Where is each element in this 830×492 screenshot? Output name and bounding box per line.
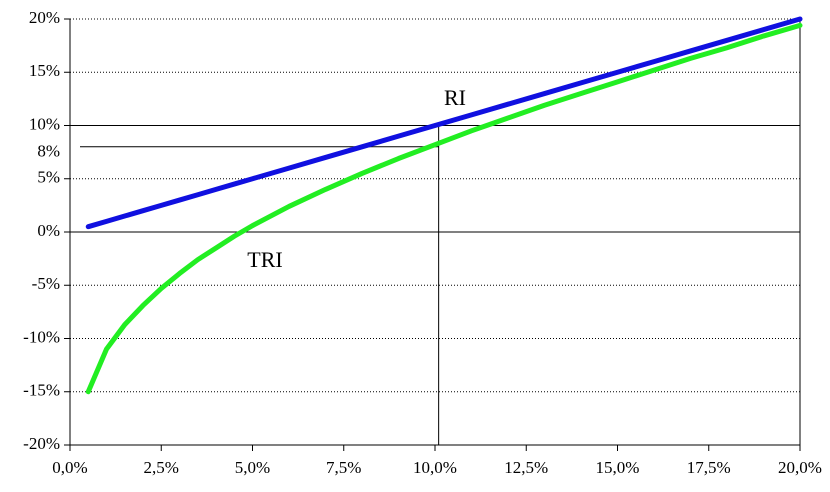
reference-label: 8%	[37, 142, 60, 161]
x-tick-label: 10,0%	[413, 458, 457, 477]
y-tick-label: 0%	[37, 221, 60, 240]
line-series	[85, 16, 803, 230]
y-tick-label: 15%	[29, 61, 60, 80]
series-label: RI	[444, 85, 466, 110]
y-tick-label: -5%	[32, 274, 60, 293]
x-tick-label: 0,0%	[52, 458, 87, 477]
x-tick-label: 2,5%	[144, 458, 179, 477]
x-tick-label: 15,0%	[596, 458, 640, 477]
x-tick-label: 17,5%	[687, 458, 731, 477]
y-tick-label: -20%	[23, 434, 60, 453]
x-tick-label: 7,5%	[326, 458, 361, 477]
x-tick-label: 20,0%	[778, 458, 822, 477]
y-tick-label: 20%	[29, 8, 60, 27]
x-tick-label: 12,5%	[504, 458, 548, 477]
y-tick-label: 10%	[29, 114, 60, 133]
series-label: TRI	[247, 247, 282, 272]
x-tick-label: 5,0%	[235, 458, 270, 477]
y-tick-label: 5%	[37, 168, 60, 187]
line-series	[85, 22, 803, 395]
y-tick-label: -10%	[23, 327, 60, 346]
y-tick-label: -15%	[23, 381, 60, 400]
